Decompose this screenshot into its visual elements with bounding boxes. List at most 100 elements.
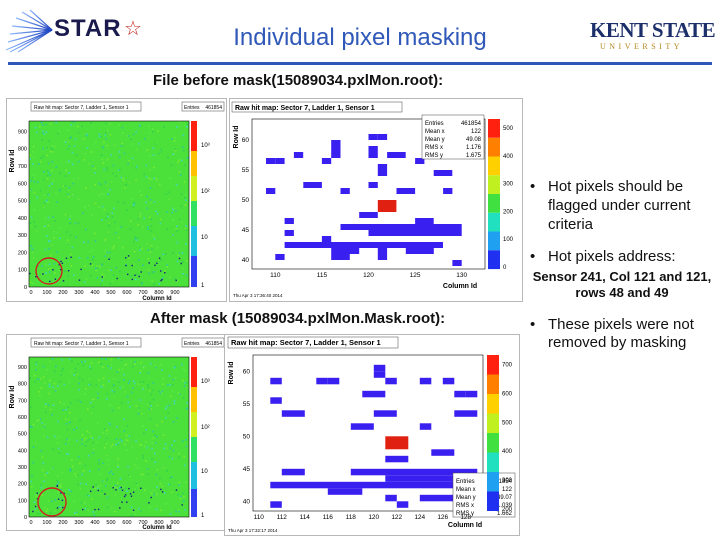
plot-footer: Thu Apr 3 17:36:40 2014 xyxy=(233,293,283,298)
pixel-cell xyxy=(350,423,374,430)
x-tick-label: 500 xyxy=(106,520,115,526)
pixel-cell xyxy=(368,182,378,188)
y-tick-label: 600 xyxy=(18,415,27,421)
y-tick-label: 55 xyxy=(242,167,250,174)
x-axis-label: Column Id xyxy=(448,522,482,529)
x-tick-label: 122 xyxy=(391,514,402,521)
x-tick-label: 120 xyxy=(368,514,379,521)
y-tick-label: 300 xyxy=(18,233,27,239)
x-tick-label: 300 xyxy=(74,520,83,526)
hot-region-circle xyxy=(37,487,67,517)
z-tick-label: 1 xyxy=(201,283,205,289)
x-tick-label: 400 xyxy=(90,520,99,526)
pixel-cell xyxy=(454,410,478,417)
star-logo-text: STAR xyxy=(54,15,122,42)
x-tick-label: 128 xyxy=(460,514,471,521)
z-tick-label: 100 xyxy=(503,237,514,243)
y-tick-label: 900 xyxy=(18,129,27,135)
pixel-cell xyxy=(465,390,478,398)
z-scale-segment xyxy=(487,452,499,472)
bullet-text: Hot pixels address: xyxy=(548,248,676,266)
bullet-item: • These pixels were not removed by maski… xyxy=(522,316,718,354)
pixel-cell xyxy=(419,377,432,385)
header-divider xyxy=(8,62,712,65)
x-tick-label: 100 xyxy=(42,520,51,526)
stats-value: 1.675 xyxy=(466,153,482,159)
pixel-cell xyxy=(419,494,455,502)
hot-pixel-address: Sensor 241, Col 121 and 121, rows 48 and… xyxy=(532,269,712,301)
pixel-cell xyxy=(373,364,386,372)
stats-value: 49.07 xyxy=(497,495,513,501)
z-tick-label: 10 xyxy=(201,469,208,475)
pixel-cell xyxy=(281,410,305,417)
stats-label: Mean y xyxy=(456,495,476,501)
y-axis-label: Row Id xyxy=(9,386,16,409)
z-tick-label: 400 xyxy=(502,449,513,455)
pixel-cell xyxy=(350,468,478,476)
x-tick-label: 130 xyxy=(456,272,467,279)
z-tick-label: 10 xyxy=(201,235,208,241)
x-tick-label: 114 xyxy=(300,514,311,521)
z-scale-segment xyxy=(487,394,499,414)
z-scale-segment xyxy=(487,433,499,453)
stats-value: 1.176 xyxy=(466,145,482,151)
pixel-cell xyxy=(368,134,378,140)
pixel-cell xyxy=(359,212,378,218)
z-scale-segment xyxy=(488,119,500,138)
pixel-cell xyxy=(331,140,341,158)
y-tick-label: 100 xyxy=(18,268,27,274)
z-tick-label: 10³ xyxy=(201,143,210,149)
x-tick-label: 600 xyxy=(122,520,131,526)
pixel-cell xyxy=(452,260,462,266)
z-scale-segment xyxy=(487,491,499,511)
x-tick-label: 110 xyxy=(254,514,265,521)
stats-box-frame xyxy=(452,472,516,518)
entries-label: Entries xyxy=(184,341,200,347)
pixel-cell xyxy=(331,248,360,254)
bullet-dot-icon: • xyxy=(530,248,536,266)
plot-title: Raw hit map: Sector 7, Ladder 1, Sensor … xyxy=(34,105,129,111)
pixel-cell xyxy=(377,164,388,176)
y-tick-label: 50 xyxy=(243,433,251,440)
stats-value: 1.662 xyxy=(497,511,513,517)
z-tick-labels: 0 100 200 300 400 500 xyxy=(503,126,514,271)
y-tick-label: 0 xyxy=(24,285,27,291)
plot-title: Raw hit map: Sector 7, Ladder 1, Sensor … xyxy=(34,341,129,347)
x-tick-label: 112 xyxy=(277,514,288,521)
y-tick-label: 45 xyxy=(243,466,251,473)
z-scale-segment xyxy=(488,212,500,232)
entries-label: Entries xyxy=(184,105,200,111)
z-color-scale xyxy=(488,119,500,270)
z-scale-segment xyxy=(488,175,500,195)
star-icon: ☆ xyxy=(124,18,142,40)
pixel-cell xyxy=(321,236,332,242)
x-axis-label: Column Id xyxy=(142,296,172,302)
bullet-dot-icon: • xyxy=(530,178,536,195)
pixel-cell xyxy=(377,134,388,140)
pixel-cell xyxy=(368,146,378,158)
x-tick-label: 900 xyxy=(170,290,179,296)
y-tick-labels: 0 100 200 300 400 500 600 700 800 900 xyxy=(18,129,27,291)
stats-value: 461854 xyxy=(492,479,513,485)
y-tick-label: 500 xyxy=(18,432,27,438)
y-tick-labels: 40 45 50 55 60 xyxy=(243,368,251,505)
y-tick-label: 800 xyxy=(18,382,27,388)
pixel-cell xyxy=(385,494,397,502)
pixel-cell xyxy=(415,158,425,164)
stats-value: 122 xyxy=(471,129,482,135)
z-scale-segment xyxy=(488,250,500,270)
ksu-logo-subtext: UNIVERSITY xyxy=(600,42,683,51)
pixel-cell xyxy=(385,377,397,385)
z-tick-label: 200 xyxy=(503,209,514,215)
pixel-cell xyxy=(284,242,443,248)
bottom-full-hitmap: Raw hit map: Sector 7, Ladder 1, Sensor … xyxy=(6,334,227,531)
top-zoom-hitmap: Raw hit map: Sector 7, Ladder 1, Sensor … xyxy=(229,98,523,302)
z-tick-label: 1 xyxy=(201,513,205,519)
stats-box: Entries 461854 Mean x 122 Mean y 49.07 RMS x 1.… xyxy=(452,472,516,518)
pixel-cell xyxy=(385,436,409,450)
x-tick-labels: 0 100 200 300 400 500 600 700 800 900 xyxy=(29,520,179,526)
y-tick-label: 100 xyxy=(18,498,27,504)
y-axis-label: Row Id xyxy=(233,126,240,149)
pixel-cell xyxy=(284,230,294,236)
y-tick-label: 300 xyxy=(18,465,27,471)
